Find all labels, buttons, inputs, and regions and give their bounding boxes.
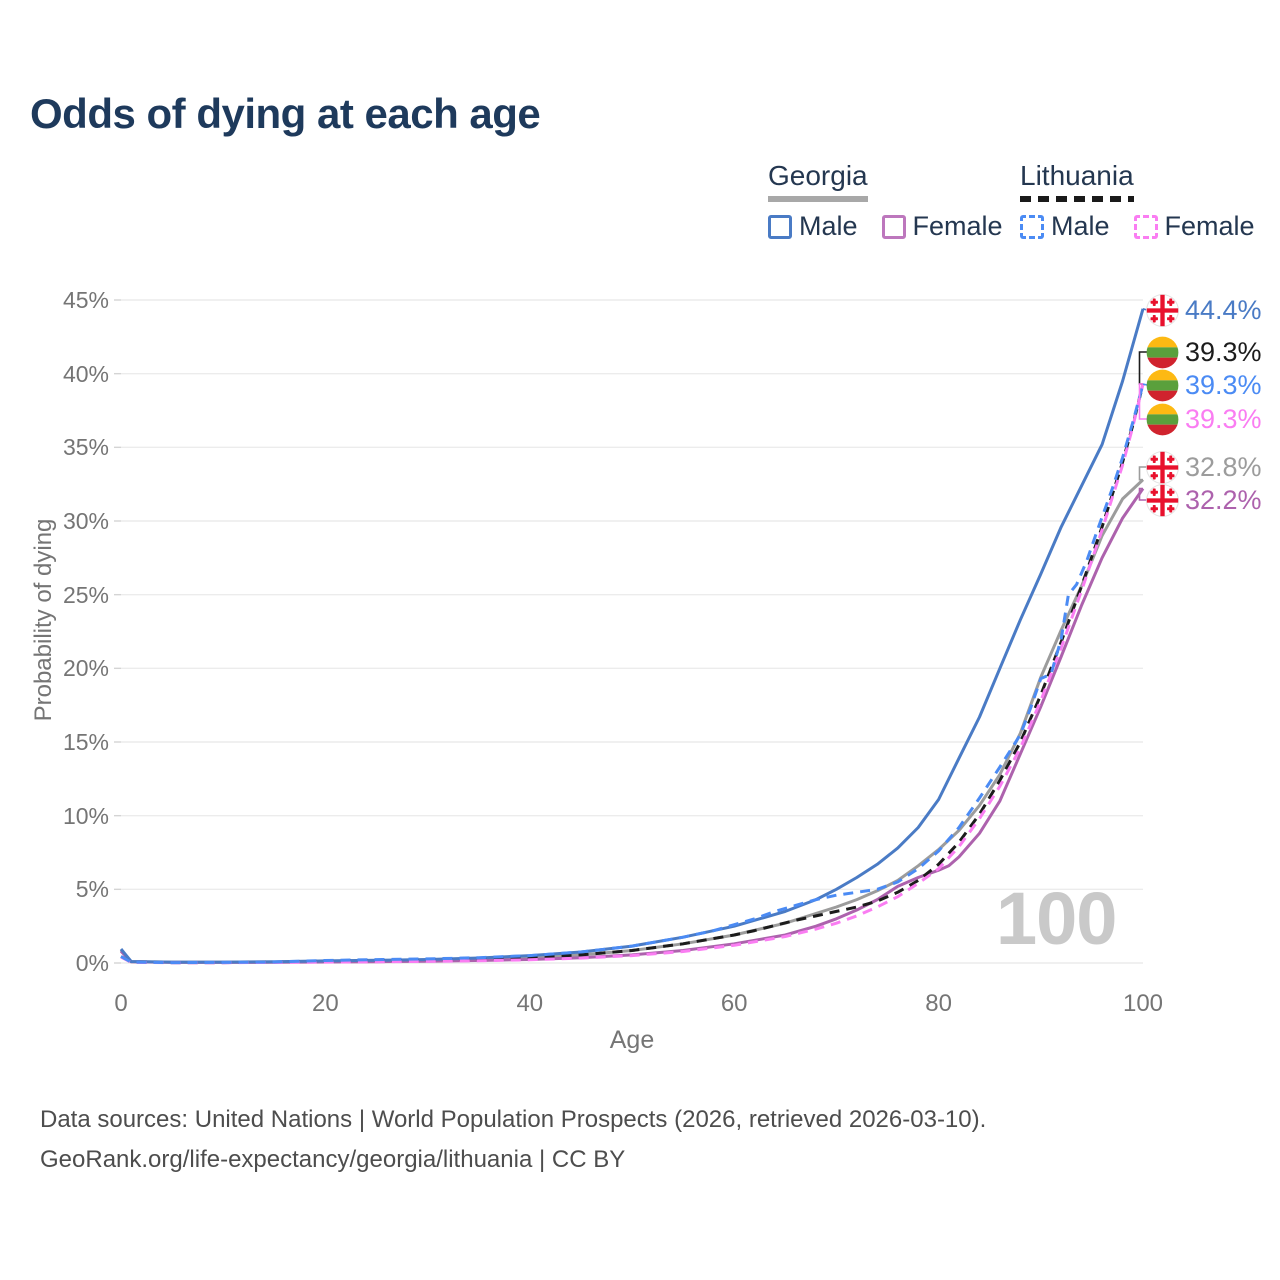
legend-item-georgia-female[interactable]: Female — [881, 211, 1003, 242]
x-tick-label-40: 40 — [516, 990, 544, 1017]
y-tick-label-20: 20% — [62, 655, 109, 682]
lithuania-female-swatch-icon — [1133, 214, 1158, 239]
x-tick-label-100: 100 — [1122, 990, 1164, 1017]
legend-item-lithuania-female[interactable]: Female — [1133, 211, 1255, 242]
y-tick-label-25: 25% — [62, 581, 109, 608]
georgia-flag-icon — [1146, 450, 1179, 484]
end-label-connector — [1138, 383, 1147, 420]
legend-item-lithuania-male[interactable]: Male — [1020, 211, 1110, 242]
end-label-value: 32.8% — [1185, 451, 1262, 482]
end-label-lithuania-both-sexes: 39.3% — [1146, 335, 1262, 369]
legend-label-lithuania-female: Female — [1164, 211, 1255, 241]
legend-label-georgia-male: Male — [799, 211, 858, 241]
y-tick-label-15: 15% — [62, 729, 109, 755]
end-label-value: 39.3% — [1185, 403, 1262, 434]
end-label-georgia-male: 44.4% — [1146, 293, 1262, 327]
end-label-lithuania-male: 39.3% — [1146, 368, 1262, 402]
y-tick-label-40: 40% — [62, 360, 109, 387]
legend-header-lithuania: Lithuania — [1020, 160, 1134, 202]
end-label-connector — [1142, 383, 1148, 386]
end-label-connector — [1138, 466, 1147, 481]
y-tick-label-10: 10% — [62, 802, 109, 829]
y-tick-label-35: 35% — [62, 434, 109, 461]
y-tick-label-5: 5% — [75, 876, 109, 903]
lithuania-flag-icon — [1146, 336, 1179, 368]
legend-country-georgia: Georgia — [768, 160, 868, 191]
end-label-value: 39.3% — [1185, 336, 1262, 367]
x-axis-title: Age — [609, 1026, 655, 1054]
lithuania-flag-icon — [1146, 369, 1179, 401]
y-tick-label-30: 30% — [62, 508, 109, 534]
series-line-lithuania-both[interactable] — [120, 383, 1145, 965]
series-line-lithuania-male[interactable] — [120, 383, 1145, 965]
georgia-flag-icon — [1146, 293, 1179, 327]
page-title: Odds of dying at each age — [30, 90, 541, 137]
attribution-note: GeoRank.org/life-expectancy/georgia/lith… — [40, 1146, 626, 1173]
series-line-lithuania-female[interactable] — [120, 383, 1145, 965]
lithuania-line-style-sample — [1020, 196, 1134, 202]
series-line-georgia-female[interactable] — [119, 487, 1145, 964]
lithuania-flag-icon — [1146, 403, 1179, 435]
x-tick-label-0: 0 — [114, 990, 128, 1017]
legend-header-georgia: Georgia — [768, 160, 868, 202]
end-label-value: 44.4% — [1185, 294, 1262, 325]
y-tick-label-45: 45% — [62, 287, 109, 313]
end-label-lithuania-female: 39.3% — [1146, 402, 1262, 436]
end-label-connector — [1138, 487, 1147, 501]
legend-group-georgia: Georgia Male Female — [768, 160, 1003, 242]
hovered-age-watermark: 100 — [996, 877, 1117, 960]
end-label-value: 32.2% — [1185, 484, 1262, 515]
legend-group-lithuania: Lithuania Male Female — [1020, 160, 1255, 242]
y-tick-label-0: 0% — [75, 950, 109, 976]
legend-item-georgia-male[interactable]: Male — [768, 211, 858, 242]
data-sources-note: Data sources: United Nations | World Pop… — [40, 1106, 987, 1133]
legend-label-lithuania-male: Male — [1051, 211, 1110, 241]
georgia-female-swatch-icon — [881, 214, 906, 239]
x-tick-label-60: 60 — [720, 990, 748, 1017]
end-label-georgia-female: 32.2% — [1146, 483, 1262, 517]
legend-country-lithuania: Lithuania — [1020, 160, 1134, 191]
end-label-value: 39.3% — [1185, 369, 1262, 400]
lithuania-male-swatch-icon — [1020, 214, 1044, 239]
series-line-georgia-male[interactable] — [119, 308, 1145, 964]
x-tick-label-80: 80 — [925, 990, 952, 1017]
georgia-flag-icon — [1146, 483, 1179, 517]
georgia-male-swatch-icon — [768, 214, 792, 239]
legend-label-georgia-female: Female — [912, 211, 1003, 241]
end-label-georgia-both-sexes: 32.8% — [1146, 450, 1262, 484]
x-tick-label-20: 20 — [312, 990, 339, 1017]
georgia-line-style-sample — [768, 196, 868, 202]
